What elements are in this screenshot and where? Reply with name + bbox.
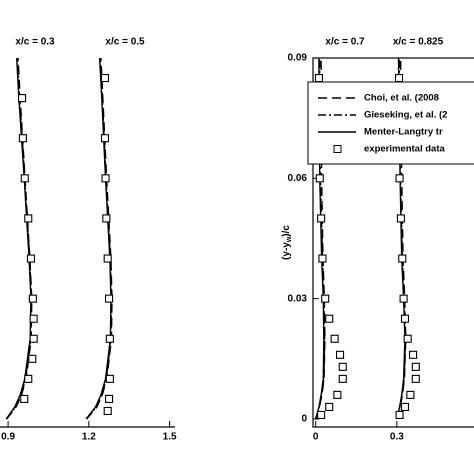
data-point xyxy=(18,94,27,103)
data-point xyxy=(100,134,110,143)
data-point xyxy=(330,334,339,343)
x-tick-label: 1.5 xyxy=(163,432,177,443)
data-point xyxy=(395,410,404,420)
profile-line xyxy=(5,57,32,420)
data-point xyxy=(314,74,324,83)
data-point xyxy=(317,214,326,223)
data-point xyxy=(105,374,114,383)
y-axis-label-part: (y-y xyxy=(281,242,292,260)
data-point xyxy=(29,334,38,343)
data-point xyxy=(318,254,327,263)
x-tick-label: 0.3 xyxy=(390,432,404,443)
y-tick-label: 0.09 xyxy=(288,53,308,64)
data-point xyxy=(411,374,420,383)
legend-marker xyxy=(333,145,342,153)
data-point xyxy=(325,402,334,411)
profile-line xyxy=(85,57,113,420)
y-tick-label: 0 xyxy=(301,414,307,425)
data-point xyxy=(105,334,114,343)
data-point xyxy=(395,174,404,183)
data-point xyxy=(100,74,110,83)
data-point xyxy=(24,374,33,383)
data-point xyxy=(102,214,111,223)
data-point xyxy=(394,74,404,83)
data-point xyxy=(103,406,112,416)
legend-label: Gieseking, et al. (2 xyxy=(364,110,447,121)
station-label: x/c = 0.3 xyxy=(15,37,55,48)
y-axis-label: (y-yw)/c xyxy=(281,225,293,260)
data-point xyxy=(18,134,27,143)
data-point xyxy=(325,314,334,323)
data-point xyxy=(24,214,33,223)
data-point xyxy=(101,174,110,183)
data-point xyxy=(338,362,347,371)
data-point xyxy=(411,362,420,371)
plot-frame xyxy=(312,57,474,428)
legend-label: Menter-Langtry tr xyxy=(364,127,443,138)
data-point xyxy=(406,390,415,399)
profile-line xyxy=(85,57,112,420)
data-point xyxy=(29,314,38,323)
data-point xyxy=(317,410,326,420)
data-point xyxy=(338,374,347,383)
legend-label: Choi, et al. (2008 xyxy=(364,93,439,104)
data-point xyxy=(400,402,410,411)
data-point xyxy=(315,174,324,183)
x-tick-label: 0.9 xyxy=(1,432,15,443)
profile-line xyxy=(5,57,33,420)
data-point xyxy=(321,294,330,303)
y-tick-label: 0.03 xyxy=(288,293,308,304)
station-label: x/c = 0.7 xyxy=(325,37,365,48)
data-point xyxy=(104,394,114,403)
data-point xyxy=(28,294,37,303)
data-point xyxy=(104,294,114,303)
x-tick-label: 0 xyxy=(313,432,319,443)
station-label: x/c = 0.825 xyxy=(393,37,444,48)
x-tick-label: 1.2 xyxy=(82,432,96,443)
station-label: x/c = 0.5 xyxy=(105,37,145,48)
data-point xyxy=(335,350,345,359)
data-point xyxy=(396,214,405,223)
data-point xyxy=(400,314,410,323)
data-point xyxy=(20,394,29,403)
data-point xyxy=(398,254,407,263)
data-point xyxy=(20,174,29,183)
data-point xyxy=(399,294,408,303)
data-point xyxy=(403,334,412,343)
y-tick-label: 0.06 xyxy=(288,173,308,184)
data-point xyxy=(409,350,418,359)
data-point xyxy=(103,254,112,263)
y-axis-label-part: )/c xyxy=(281,225,292,237)
y-axis-label-part: w xyxy=(286,236,293,243)
data-point xyxy=(333,390,342,399)
data-point xyxy=(26,254,36,263)
data-point xyxy=(28,354,37,363)
legend-label: experimental data xyxy=(364,144,445,155)
